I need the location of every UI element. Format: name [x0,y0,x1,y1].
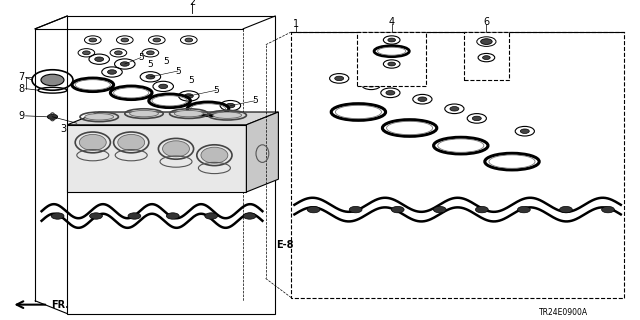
Circle shape [367,83,376,87]
Circle shape [391,206,404,213]
Ellipse shape [129,110,159,117]
Text: 5: 5 [138,53,143,62]
Circle shape [89,38,97,42]
Circle shape [51,213,64,219]
Text: 7: 7 [18,72,24,83]
Text: 4: 4 [388,17,395,28]
Circle shape [47,114,58,119]
Circle shape [184,94,193,98]
Text: 3: 3 [61,124,67,134]
Text: 5: 5 [175,67,180,76]
Text: 9: 9 [18,111,24,121]
Text: 5: 5 [148,60,153,69]
Circle shape [602,206,614,213]
Polygon shape [67,125,246,192]
Circle shape [90,213,102,219]
Text: FR.: FR. [51,300,69,310]
Circle shape [476,206,488,213]
Circle shape [146,75,155,79]
Ellipse shape [174,110,204,117]
Circle shape [83,51,90,55]
Circle shape [120,62,129,66]
Circle shape [121,38,129,42]
Text: 8: 8 [18,84,24,94]
Text: 2: 2 [189,0,195,7]
Circle shape [418,97,427,101]
Circle shape [159,84,168,89]
Circle shape [147,51,154,55]
Circle shape [166,213,179,219]
Ellipse shape [118,134,145,150]
Ellipse shape [212,112,242,118]
Bar [464,32,509,80]
Circle shape [450,107,459,111]
Circle shape [95,57,104,61]
Text: 5: 5 [188,76,193,85]
Circle shape [243,213,256,219]
Text: 1: 1 [292,19,299,29]
Circle shape [41,74,64,86]
Ellipse shape [85,114,114,120]
Circle shape [108,70,116,74]
Text: E-8: E-8 [276,240,294,250]
Circle shape [185,38,193,42]
Circle shape [115,51,122,55]
Text: 5: 5 [252,96,257,105]
Polygon shape [291,32,624,298]
Polygon shape [67,112,278,125]
Circle shape [388,62,396,66]
Text: TR24E0900A: TR24E0900A [539,308,588,317]
Circle shape [472,116,481,121]
Text: 5: 5 [214,86,219,95]
Circle shape [307,206,320,213]
Circle shape [559,206,572,213]
Circle shape [520,129,529,133]
Text: 6: 6 [483,17,490,28]
Circle shape [433,206,446,213]
Polygon shape [67,16,275,314]
Ellipse shape [79,134,106,150]
Text: 5: 5 [164,57,169,66]
Circle shape [349,206,362,213]
Circle shape [386,91,395,95]
Ellipse shape [163,141,189,157]
Circle shape [518,206,531,213]
Circle shape [481,39,492,44]
Circle shape [205,213,218,219]
Circle shape [483,56,490,60]
Circle shape [226,103,235,108]
Circle shape [335,76,344,81]
Bar [357,32,426,86]
Polygon shape [246,112,278,192]
Circle shape [388,38,396,42]
Ellipse shape [201,147,228,163]
Circle shape [153,38,161,42]
Circle shape [128,213,141,219]
